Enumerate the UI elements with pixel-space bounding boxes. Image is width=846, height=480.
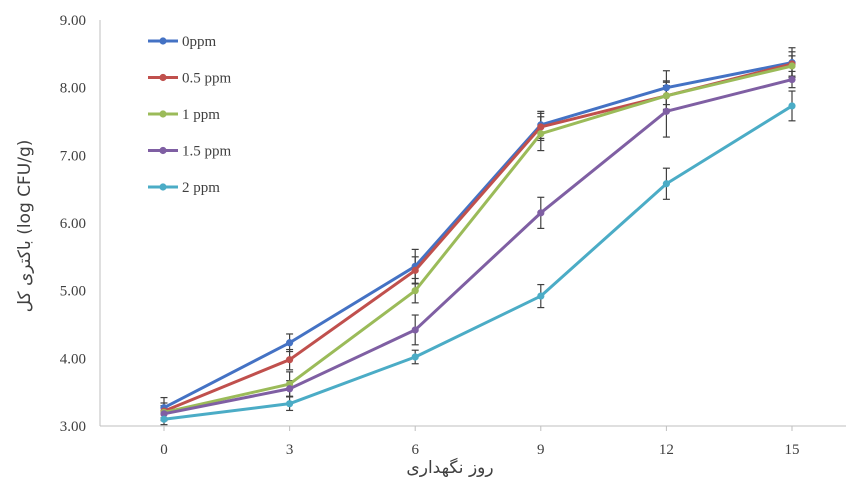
series-line — [163, 78, 793, 416]
data-point — [411, 353, 419, 361]
y-tick-label: 7.00 — [60, 148, 86, 164]
data-point — [411, 326, 419, 334]
legend-swatch-marker — [159, 183, 167, 191]
data-point — [537, 209, 545, 217]
data-point — [662, 107, 671, 115]
legend-item: 0ppm — [148, 34, 217, 50]
data-point — [788, 102, 796, 110]
legend-item: 0.5 ppm — [148, 71, 232, 87]
axes — [99, 20, 846, 431]
data-point — [788, 62, 796, 70]
data-point — [537, 292, 545, 300]
x-axis-title: روز نگهداری — [406, 457, 493, 478]
series-line — [163, 104, 793, 421]
data-point — [411, 287, 419, 295]
data-point — [160, 415, 168, 423]
legend-swatch-marker — [159, 73, 167, 82]
y-tick-label: 3.00 — [60, 419, 86, 435]
legend-swatch-marker — [159, 110, 167, 118]
series-line — [163, 61, 793, 410]
tick-labels: 3.00 4.00 5.00 6.00 7.00 8.00 9.00 0 3 6 9 12 15 — [60, 13, 800, 458]
x-tick-label: 6 — [411, 442, 419, 458]
data-point — [662, 180, 671, 188]
legend-item: 1 ppm — [148, 107, 220, 123]
x-tick-label: 9 — [537, 442, 545, 458]
legend-item: 1.5 ppm — [148, 144, 232, 160]
legend: 0ppm 0.5 ppm 1 ppm 1.5 ppm 2 ppm — [148, 34, 232, 196]
y-tick-label: 5.00 — [60, 284, 86, 300]
y-tick-label: 9.00 — [60, 13, 86, 29]
data-point — [160, 410, 168, 418]
x-tick-label: 0 — [160, 442, 168, 458]
x-tick-label: 12 — [659, 442, 674, 458]
legend-swatch-marker — [159, 37, 167, 45]
legend-label: 2 ppm — [182, 180, 220, 196]
x-tick-label: 15 — [785, 442, 800, 458]
legend-item: 2 ppm — [148, 180, 220, 196]
data-point — [286, 356, 294, 364]
data-point — [286, 400, 294, 408]
x-tick-label: 3 — [286, 442, 294, 458]
data-point — [286, 385, 294, 393]
series-lines — [160, 59, 796, 423]
data-point — [662, 92, 671, 100]
legend-label: 0.5 ppm — [182, 71, 232, 87]
y-tick-label: 8.00 — [60, 81, 86, 97]
legend-label: 0ppm — [182, 34, 217, 50]
data-point — [662, 84, 671, 92]
legend-label: 1.5 ppm — [182, 144, 232, 160]
data-point — [788, 75, 796, 84]
data-point — [286, 339, 294, 347]
legend-label: 1 ppm — [182, 107, 220, 123]
y-tick-label: 4.00 — [60, 351, 86, 367]
y-tick-label: 6.00 — [60, 216, 86, 232]
series-line — [163, 64, 793, 414]
data-point — [537, 130, 545, 138]
data-point — [537, 123, 545, 131]
legend-swatch-marker — [159, 146, 167, 155]
y-axis-title: (log CFU/g) باکتری کل — [15, 140, 35, 313]
data-point — [411, 266, 419, 274]
